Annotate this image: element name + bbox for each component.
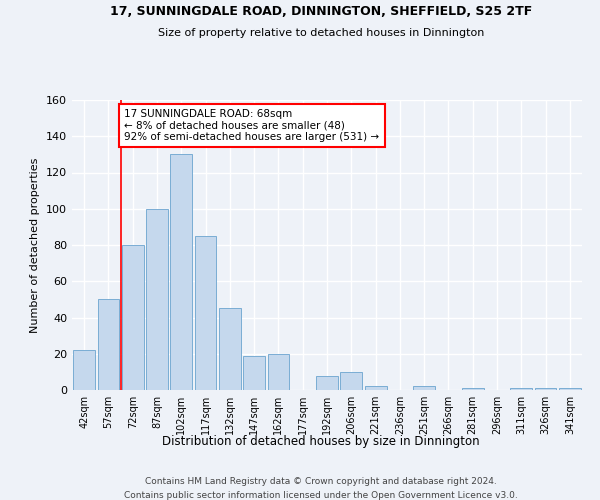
Y-axis label: Number of detached properties: Number of detached properties	[31, 158, 40, 332]
Bar	[146, 209, 168, 390]
Text: 17, SUNNINGDALE ROAD, DINNINGTON, SHEFFIELD, S25 2TF: 17, SUNNINGDALE ROAD, DINNINGTON, SHEFFI…	[110, 5, 532, 18]
Bar	[511, 388, 532, 390]
Text: 17 SUNNINGDALE ROAD: 68sqm
← 8% of detached houses are smaller (48)
92% of semi-: 17 SUNNINGDALE ROAD: 68sqm ← 8% of detac…	[124, 109, 379, 142]
Bar	[462, 388, 484, 390]
Bar	[73, 350, 95, 390]
Bar	[365, 386, 386, 390]
Bar	[97, 300, 119, 390]
Bar	[316, 376, 338, 390]
Text: Size of property relative to detached houses in Dinnington: Size of property relative to detached ho…	[158, 28, 484, 38]
Text: Contains public sector information licensed under the Open Government Licence v3: Contains public sector information licen…	[124, 491, 518, 500]
Bar	[170, 154, 192, 390]
Text: Distribution of detached houses by size in Dinnington: Distribution of detached houses by size …	[162, 435, 480, 448]
Text: Contains HM Land Registry data © Crown copyright and database right 2024.: Contains HM Land Registry data © Crown c…	[145, 478, 497, 486]
Bar	[194, 236, 217, 390]
Bar	[559, 388, 581, 390]
Bar	[413, 386, 435, 390]
Bar	[268, 354, 289, 390]
Bar	[243, 356, 265, 390]
Bar	[535, 388, 556, 390]
Bar	[340, 372, 362, 390]
Bar	[219, 308, 241, 390]
Bar	[122, 245, 143, 390]
